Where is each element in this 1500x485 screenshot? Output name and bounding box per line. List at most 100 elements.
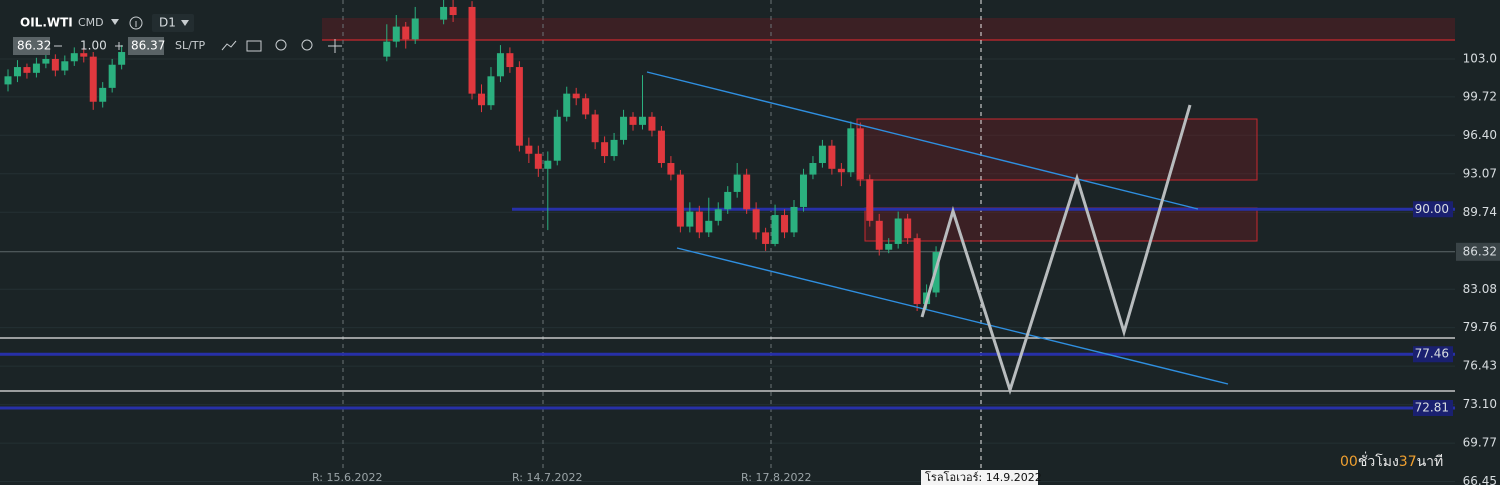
candle-body (638, 116, 646, 125)
candle-body (733, 174, 741, 192)
symbol[interactable]: OIL.WTI (20, 16, 73, 30)
y-tick-label: 73.10 (1463, 397, 1497, 411)
zoom-out-icon[interactable] (275, 39, 287, 51)
candle-body (818, 145, 826, 164)
level-label: 72.81 (1415, 401, 1449, 415)
candle-body (61, 61, 69, 71)
candle-body (478, 93, 485, 106)
market: CMD (78, 16, 104, 29)
candle-body (506, 53, 514, 68)
candle-body (856, 128, 864, 180)
levels: 90.00 77.46 72.81 (0, 201, 1455, 417)
candle-body (582, 98, 590, 115)
sltp[interactable]: SL/TP (175, 39, 206, 52)
timeframe: D1 (159, 16, 176, 30)
ask-box[interactable] (128, 37, 164, 55)
volume[interactable]: 1.00 (80, 39, 107, 53)
candle-body (809, 163, 817, 175)
candle-body (610, 139, 618, 157)
candle-body (904, 218, 912, 239)
current-price-label: 86.32 (1463, 244, 1497, 258)
dropdown-icon[interactable] (111, 19, 119, 25)
candle-body (781, 215, 789, 233)
candle-body (686, 211, 694, 227)
candle-body (667, 163, 675, 175)
minutes-unit: นาที (1417, 454, 1444, 470)
candle-body (866, 179, 874, 221)
candle-body (392, 26, 400, 42)
candle-body (440, 6, 448, 20)
y-tick-label: 99.72 (1463, 89, 1497, 103)
channel-line (676, 247, 1229, 385)
supply-zone (856, 118, 1258, 181)
candle-body (657, 130, 665, 164)
candle-body (799, 174, 807, 207)
countdown: 00ชั่วโมง37นาที (1340, 452, 1443, 470)
channel-line (646, 71, 1199, 210)
y-tick-label: 69.77 (1463, 436, 1497, 450)
candle-body (487, 76, 495, 106)
candle-body (515, 67, 523, 146)
y-tick-label: 83.08 (1463, 282, 1497, 296)
candle-body (743, 174, 751, 210)
minutes: 37 (1399, 454, 1417, 470)
marker-label: R: 14.7.2022 (512, 471, 583, 484)
candle-body (752, 209, 760, 233)
candle-body (591, 114, 599, 143)
candle-body (620, 116, 628, 140)
candle-body (449, 6, 457, 16)
ask: 86.37 (131, 39, 165, 53)
bid: 86.32 (17, 39, 51, 53)
y-tick-label: 103.0 (1463, 51, 1497, 65)
candle-body (4, 76, 12, 85)
line-tool-icon[interactable] (221, 40, 237, 51)
candle-body (601, 142, 609, 157)
hours: 00 (1340, 454, 1358, 470)
marker-label: R: 15.6.2022 (312, 471, 383, 484)
candle-body (411, 18, 419, 40)
candle-body (118, 52, 126, 65)
y-tick-label: 66.45 (1463, 474, 1497, 485)
candle-body (563, 93, 571, 117)
candle-body (80, 53, 88, 57)
candle-body (525, 145, 533, 154)
candles (4, 0, 940, 312)
hours-unit: ชั่วโมง (1358, 452, 1399, 470)
candle-body (32, 63, 40, 73)
level-box (1413, 400, 1453, 417)
candle-body (724, 191, 732, 210)
candle-body (572, 93, 580, 99)
rollover-box (921, 470, 1038, 485)
candle-body (23, 67, 31, 73)
axis-background (1455, 0, 1500, 485)
level-label: 77.46 (1415, 347, 1449, 361)
candle-body (714, 209, 722, 221)
marker-label: R: 17.8.2022 (741, 471, 812, 484)
y-tick-label: 93.07 (1463, 166, 1497, 180)
candle-body (553, 116, 561, 161)
level-label: 90.00 (1415, 202, 1449, 216)
candle-body (496, 53, 504, 77)
candle-body (790, 206, 798, 233)
candle-body (383, 41, 391, 57)
timeframe-button[interactable] (152, 14, 194, 32)
candle-body (913, 238, 921, 305)
info-icon[interactable] (129, 16, 143, 30)
candle-body (402, 26, 410, 40)
bid-box[interactable] (13, 37, 50, 55)
candle-body (629, 116, 637, 125)
candle-body (837, 168, 845, 173)
dropdown-icon[interactable] (181, 20, 189, 26)
candle-body (894, 218, 902, 244)
move-icon[interactable] (328, 39, 342, 53)
candle-body (875, 220, 883, 250)
candle-body (42, 58, 50, 64)
candle-body (89, 56, 97, 102)
candle-body (695, 211, 703, 233)
projection-path (920, 104, 1192, 395)
candle-tool-icon[interactable] (246, 40, 262, 52)
current-price-box (1456, 242, 1500, 261)
zoom-in-icon[interactable] (301, 39, 313, 51)
